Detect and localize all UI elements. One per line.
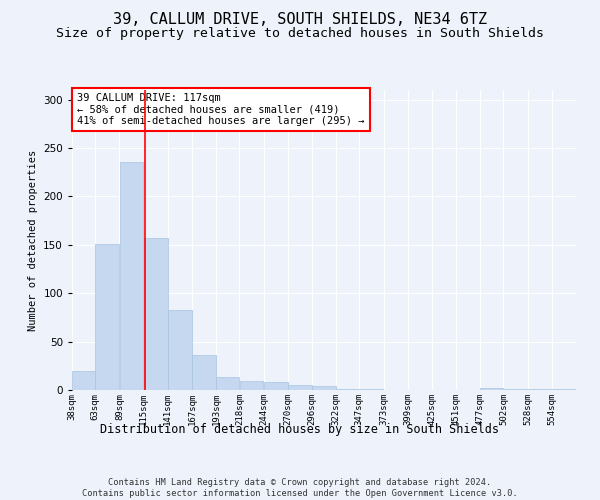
Text: Contains HM Land Registry data © Crown copyright and database right 2024.
Contai: Contains HM Land Registry data © Crown c… <box>82 478 518 498</box>
Bar <box>192 355 216 390</box>
Bar <box>239 382 263 390</box>
Bar <box>72 370 95 390</box>
Bar <box>264 382 287 390</box>
Bar <box>481 388 503 390</box>
Bar <box>168 310 192 390</box>
Bar <box>119 162 143 390</box>
Bar <box>288 385 311 390</box>
Bar <box>144 238 167 390</box>
Bar <box>217 378 239 390</box>
Bar <box>504 389 527 390</box>
Bar <box>528 389 551 390</box>
Bar <box>552 389 576 390</box>
Bar <box>95 244 119 390</box>
Text: Size of property relative to detached houses in South Shields: Size of property relative to detached ho… <box>56 28 544 40</box>
Text: Distribution of detached houses by size in South Shields: Distribution of detached houses by size … <box>101 422 499 436</box>
Bar <box>337 389 359 390</box>
Bar <box>312 386 336 390</box>
Y-axis label: Number of detached properties: Number of detached properties <box>28 150 38 330</box>
Text: 39, CALLUM DRIVE, SOUTH SHIELDS, NE34 6TZ: 39, CALLUM DRIVE, SOUTH SHIELDS, NE34 6T… <box>113 12 487 28</box>
Text: 39 CALLUM DRIVE: 117sqm
← 58% of detached houses are smaller (419)
41% of semi-d: 39 CALLUM DRIVE: 117sqm ← 58% of detache… <box>77 93 365 126</box>
Bar <box>359 389 383 390</box>
